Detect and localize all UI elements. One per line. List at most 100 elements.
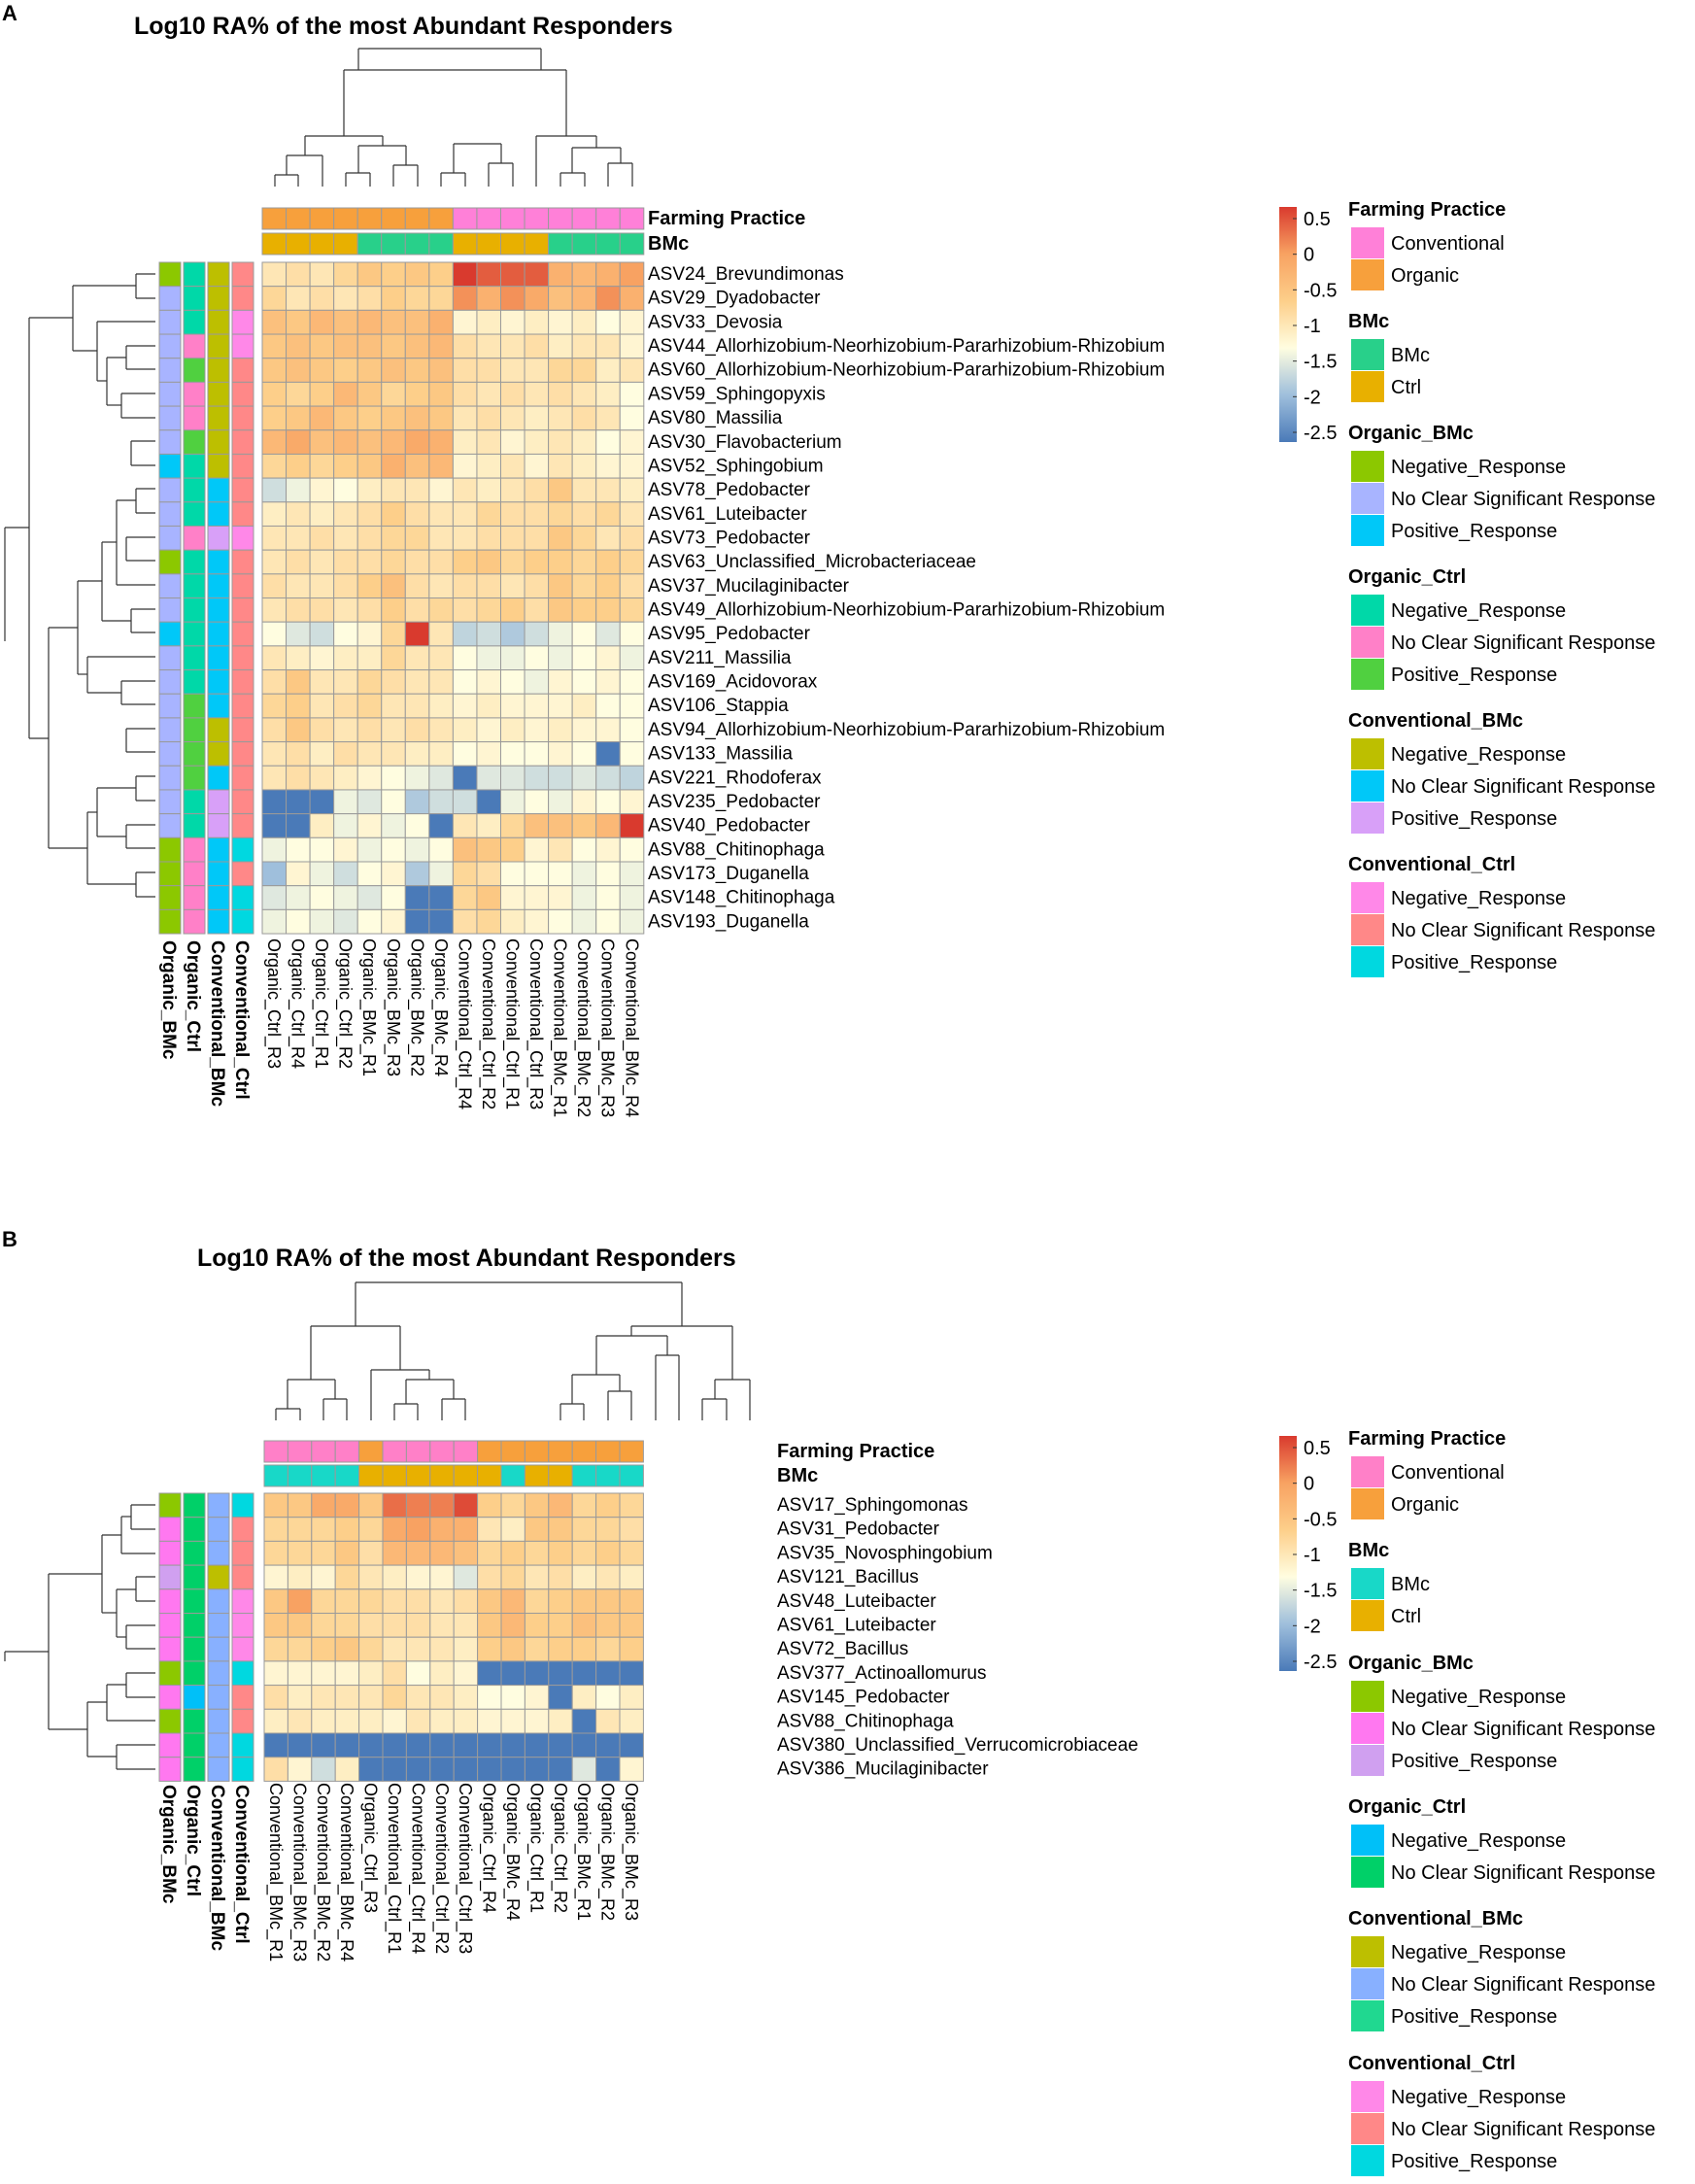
panel-b-heatmap-cell bbox=[619, 1517, 644, 1542]
panel-a-heatmap-cell bbox=[452, 765, 478, 791]
panel-a-heatmap-cell bbox=[309, 836, 335, 863]
panel-a-row-annotation-conventional-bmc-cell bbox=[207, 453, 230, 479]
panel-a-col-annotation-bmc-cell bbox=[381, 232, 406, 256]
panel-a-heatmap-cell bbox=[500, 621, 525, 647]
panel-a-heatmap-cell bbox=[476, 861, 502, 887]
panel-b-col-annotation-bmc-cell bbox=[595, 1464, 621, 1487]
panel-b-row-label: ASV88_Chitinophaga bbox=[777, 1711, 954, 1731]
panel-a-heatmap-cell bbox=[476, 405, 502, 431]
panel-b-row-annotation-organic-bmc-cell bbox=[158, 1588, 182, 1615]
panel-b-col-annotation-bmc-cell bbox=[429, 1464, 455, 1487]
panel-a-heatmap-cell bbox=[619, 261, 645, 288]
panel-b-heatmap-cell bbox=[619, 1757, 644, 1782]
panel-a-heatmap-cell bbox=[500, 286, 525, 311]
panel-b-column-dendrogram bbox=[275, 1281, 751, 1420]
panel-a-heatmap-cell bbox=[524, 597, 550, 623]
panel-b-col-annotation-bmc-cell bbox=[405, 1464, 431, 1487]
panel-a-row-annotation-organic-bmc-cell bbox=[158, 573, 182, 599]
panel-a-row-label: ASV235_Pedobacter bbox=[648, 792, 821, 812]
panel-a-heatmap-cell bbox=[286, 885, 311, 910]
panel-b-legend-item-label: Organic bbox=[1391, 1494, 1459, 1516]
panel-a-row-label: ASV169_Acidovorax bbox=[648, 672, 818, 693]
panel-a-heatmap-cell bbox=[476, 477, 502, 503]
panel-b-row-annotation-conventional-bmc-cell bbox=[207, 1708, 230, 1734]
panel-a-row-annotation-conventional-ctrl-cell bbox=[231, 333, 254, 359]
panel-a-heatmap-cell bbox=[333, 333, 358, 359]
panel-a-heatmap-cell bbox=[404, 453, 430, 479]
panel-a-heatmap-cell bbox=[381, 429, 406, 455]
panel-a-heatmap-cell bbox=[500, 765, 525, 791]
panel-b-column-label: Conventional_BMc_R1 bbox=[265, 1783, 286, 1962]
panel-b-col-annotation-farming-practice-cell bbox=[500, 1440, 525, 1463]
panel-a-heatmap-cell bbox=[571, 573, 597, 599]
panel-b-row-annotation-conventional-bmc-cell bbox=[207, 1540, 230, 1566]
panel-a-heatmap-cell bbox=[356, 861, 383, 887]
panel-b-row-annotation-conventional-ctrl-cell bbox=[231, 1757, 254, 1782]
panel-a-heatmap-cell bbox=[524, 861, 550, 887]
panel-a-heatmap-cell bbox=[381, 765, 406, 791]
panel-a-heatmap-cell bbox=[404, 789, 430, 815]
panel-b-heatmap-cell bbox=[571, 1588, 597, 1615]
panel-a-heatmap-cell bbox=[381, 645, 406, 671]
panel-a-row-dendrogram bbox=[4, 273, 155, 898]
panel-a-heatmap-cell bbox=[356, 286, 383, 311]
panel-b-heatmap-cell bbox=[382, 1636, 407, 1662]
panel-a-legend-swatch bbox=[1351, 227, 1384, 258]
panel-a-heatmap-cell bbox=[548, 765, 573, 791]
panel-a-heatmap-cell bbox=[452, 358, 478, 383]
panel-a-column-label: Organic_Ctrl_R3 bbox=[263, 938, 284, 1069]
panel-a-heatmap-cell bbox=[286, 861, 311, 887]
panel-a-scale-tick-label: -0.5 bbox=[1304, 280, 1337, 301]
panel-b-heatmap-cell bbox=[358, 1685, 384, 1710]
panel-b-legend-swatch bbox=[1351, 2000, 1384, 2031]
panel-b-heatmap-cell bbox=[619, 1540, 644, 1566]
panel-a-row-annotation-organic-bmc-cell bbox=[158, 741, 182, 767]
panel-a-heatmap-cell bbox=[619, 549, 645, 575]
panel-a-heatmap-cell bbox=[286, 525, 311, 551]
panel-a-row-label: ASV193_Duganella bbox=[648, 911, 809, 932]
panel-b-column-label: Conventional_BMc_R2 bbox=[313, 1783, 333, 1962]
panel-a-heatmap-cell bbox=[404, 405, 430, 431]
panel-a-row-annotation-conventional-ctrl-cell bbox=[231, 525, 254, 551]
panel-a-heatmap-cell bbox=[261, 836, 288, 863]
panel-b-row-annotation-label-organic-ctrl: Organic_Ctrl bbox=[183, 1785, 203, 1896]
panel-b-heatmap-cell bbox=[429, 1685, 455, 1710]
panel-b-row-annotation-conventional-ctrl-cell bbox=[231, 1636, 254, 1662]
panel-a-heatmap-cell bbox=[333, 765, 358, 791]
panel-a-legend-item-label: Positive_Response bbox=[1391, 521, 1557, 542]
panel-a-heatmap-cell bbox=[619, 861, 645, 887]
panel-b-heatmap-cell bbox=[500, 1636, 525, 1662]
panel-b-heatmap-cell bbox=[334, 1757, 360, 1782]
panel-b-heatmap-cell bbox=[287, 1757, 313, 1782]
panel-a-heatmap-cell bbox=[476, 309, 502, 335]
panel-b-heatmap-cell bbox=[595, 1732, 621, 1758]
panel-a-heatmap-cell bbox=[548, 597, 573, 623]
panel-a-heatmap-cell bbox=[309, 813, 335, 838]
panel-b-col-annotation-farming-practice-cell bbox=[358, 1440, 384, 1463]
panel-a-heatmap-cell bbox=[286, 333, 311, 359]
panel-a-heatmap-cell bbox=[286, 429, 311, 455]
panel-a-row-annotation-conventional-bmc-cell bbox=[207, 741, 230, 767]
panel-a-legend-item-label: No Clear Significant Response bbox=[1391, 920, 1655, 941]
panel-a-heatmap-cell bbox=[261, 358, 288, 383]
panel-b-heatmap-cell bbox=[524, 1540, 550, 1566]
panel-a-heatmap-cell bbox=[286, 286, 311, 311]
panel-a-heatmap-cell bbox=[381, 381, 406, 407]
panel-a-heatmap-cell bbox=[548, 453, 573, 479]
panel-a-row-annotation-conventional-bmc-cell bbox=[207, 429, 230, 455]
panel-a-heatmap-cell bbox=[381, 501, 406, 527]
panel-a-heatmap-cell bbox=[619, 693, 645, 719]
panel-b-heatmap-cell bbox=[358, 1613, 384, 1638]
panel-a-heatmap-cell bbox=[381, 477, 406, 503]
panel-a-heatmap-cell bbox=[548, 501, 573, 527]
panel-a-heatmap-cell bbox=[571, 358, 597, 383]
panel-a-heatmap-cell bbox=[548, 525, 573, 551]
panel-a-heatmap-cell bbox=[333, 717, 358, 743]
panel-a-heatmap-cell bbox=[356, 813, 383, 838]
panel-a-heatmap-cell bbox=[500, 525, 525, 551]
panel-b-row-annotation-organic-ctrl-cell bbox=[183, 1517, 206, 1542]
panel-a-row-annotation-conventional-bmc-cell bbox=[207, 836, 230, 863]
panel-b-heatmap-cell bbox=[548, 1588, 573, 1615]
panel-a-heatmap-cell bbox=[428, 717, 454, 743]
